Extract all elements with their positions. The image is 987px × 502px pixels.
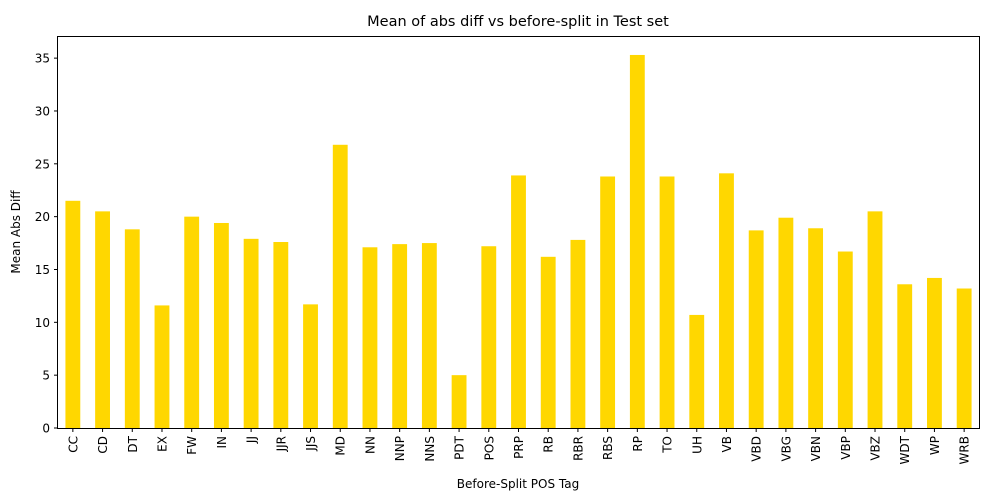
x-tick-label: EX — [155, 436, 169, 452]
x-tick-label: RB — [542, 436, 556, 453]
bar-rb — [540, 256, 556, 428]
y-tick-label: 35 — [35, 52, 50, 66]
bar-fw — [184, 216, 200, 428]
y-tick-label: 30 — [35, 104, 50, 118]
bar-uh — [689, 314, 705, 428]
x-tick-label: FW — [185, 436, 199, 455]
y-tick-label: 20 — [35, 210, 50, 224]
bar-to — [659, 176, 675, 428]
x-tick-label: RBR — [571, 436, 585, 461]
y-tick-label: 25 — [35, 157, 50, 171]
x-tick-label: PDT — [453, 435, 467, 459]
plot-frame — [57, 36, 980, 429]
bar-ex — [154, 305, 170, 428]
x-tick-label: JJS — [304, 436, 318, 452]
x-tick-label: RP — [631, 436, 645, 452]
x-axis-ticks: CC CD DT EX FW IN JJ JJR JJS MD NN NNP NNS PDT POS PRP R… — [66, 428, 972, 464]
bar-wdt — [897, 284, 913, 428]
x-tick-label: IN — [215, 436, 229, 449]
bars-group — [65, 54, 972, 429]
y-tick-label: 5 — [42, 369, 50, 383]
x-tick-label: VBD — [750, 436, 764, 462]
x-tick-label: MD — [334, 436, 348, 456]
x-tick-label: JJR — [274, 436, 288, 452]
x-tick-label: CD — [96, 436, 110, 454]
x-tick-label: WRB — [958, 436, 972, 464]
x-tick-label: POS — [482, 436, 496, 460]
bar-wp — [927, 277, 942, 428]
bar-vbp — [837, 251, 853, 428]
x-tick-label: VBG — [779, 436, 793, 462]
bar-dt — [124, 229, 140, 428]
bar-cc — [65, 200, 81, 428]
x-tick-label: WP — [928, 436, 942, 455]
x-tick-label: RBS — [601, 436, 615, 460]
x-tick-label: WDT — [898, 435, 912, 464]
x-tick-label: PRP — [512, 436, 526, 459]
bar-rbs — [600, 176, 616, 428]
x-tick-label: NN — [363, 436, 377, 454]
bar-nn — [362, 247, 378, 428]
x-tick-label: NNS — [423, 436, 437, 462]
y-axis-label: Mean Abs Diff — [9, 190, 23, 274]
bar-pos — [481, 246, 497, 428]
x-tick-label: VBN — [809, 436, 823, 461]
bar-nns — [421, 243, 437, 428]
bar-wrb — [956, 288, 972, 428]
bar-jjr — [273, 242, 289, 428]
bar-vbz — [867, 211, 883, 428]
bar-vbd — [748, 230, 764, 428]
y-axis-ticks: 0 5 10 15 20 25 30 35 — [35, 52, 58, 436]
y-tick-label: 0 — [42, 422, 50, 436]
bar-vb — [719, 173, 734, 428]
x-tick-label: VB — [720, 436, 734, 452]
bar-vbg — [778, 217, 794, 428]
y-tick-label: 15 — [35, 263, 50, 277]
bar-jj — [243, 238, 259, 428]
x-tick-label: JJ — [245, 436, 259, 444]
bar-pdt — [451, 375, 467, 428]
y-tick-label: 10 — [35, 316, 50, 330]
x-tick-label: VBP — [839, 436, 853, 460]
x-tick-label: TO — [661, 436, 675, 454]
x-tick-label: VBZ — [869, 436, 883, 461]
x-tick-label: CC — [66, 436, 80, 453]
bar-md — [332, 144, 348, 429]
bar-rbr — [570, 239, 586, 428]
bar-rp — [629, 54, 645, 429]
x-tick-label: NNP — [393, 436, 407, 461]
bar-cd — [95, 211, 110, 428]
chart-title: Mean of abs diff vs before-split in Test… — [367, 14, 669, 30]
bar-jjs — [303, 304, 318, 428]
x-tick-label: DT — [126, 435, 140, 452]
x-axis-label: Before-Split POS Tag — [457, 477, 579, 491]
bar-vbn — [808, 228, 824, 428]
x-tick-label: UH — [690, 436, 704, 454]
bar-nnp — [392, 244, 408, 428]
bar-prp — [511, 175, 526, 428]
bar-in — [213, 222, 229, 428]
